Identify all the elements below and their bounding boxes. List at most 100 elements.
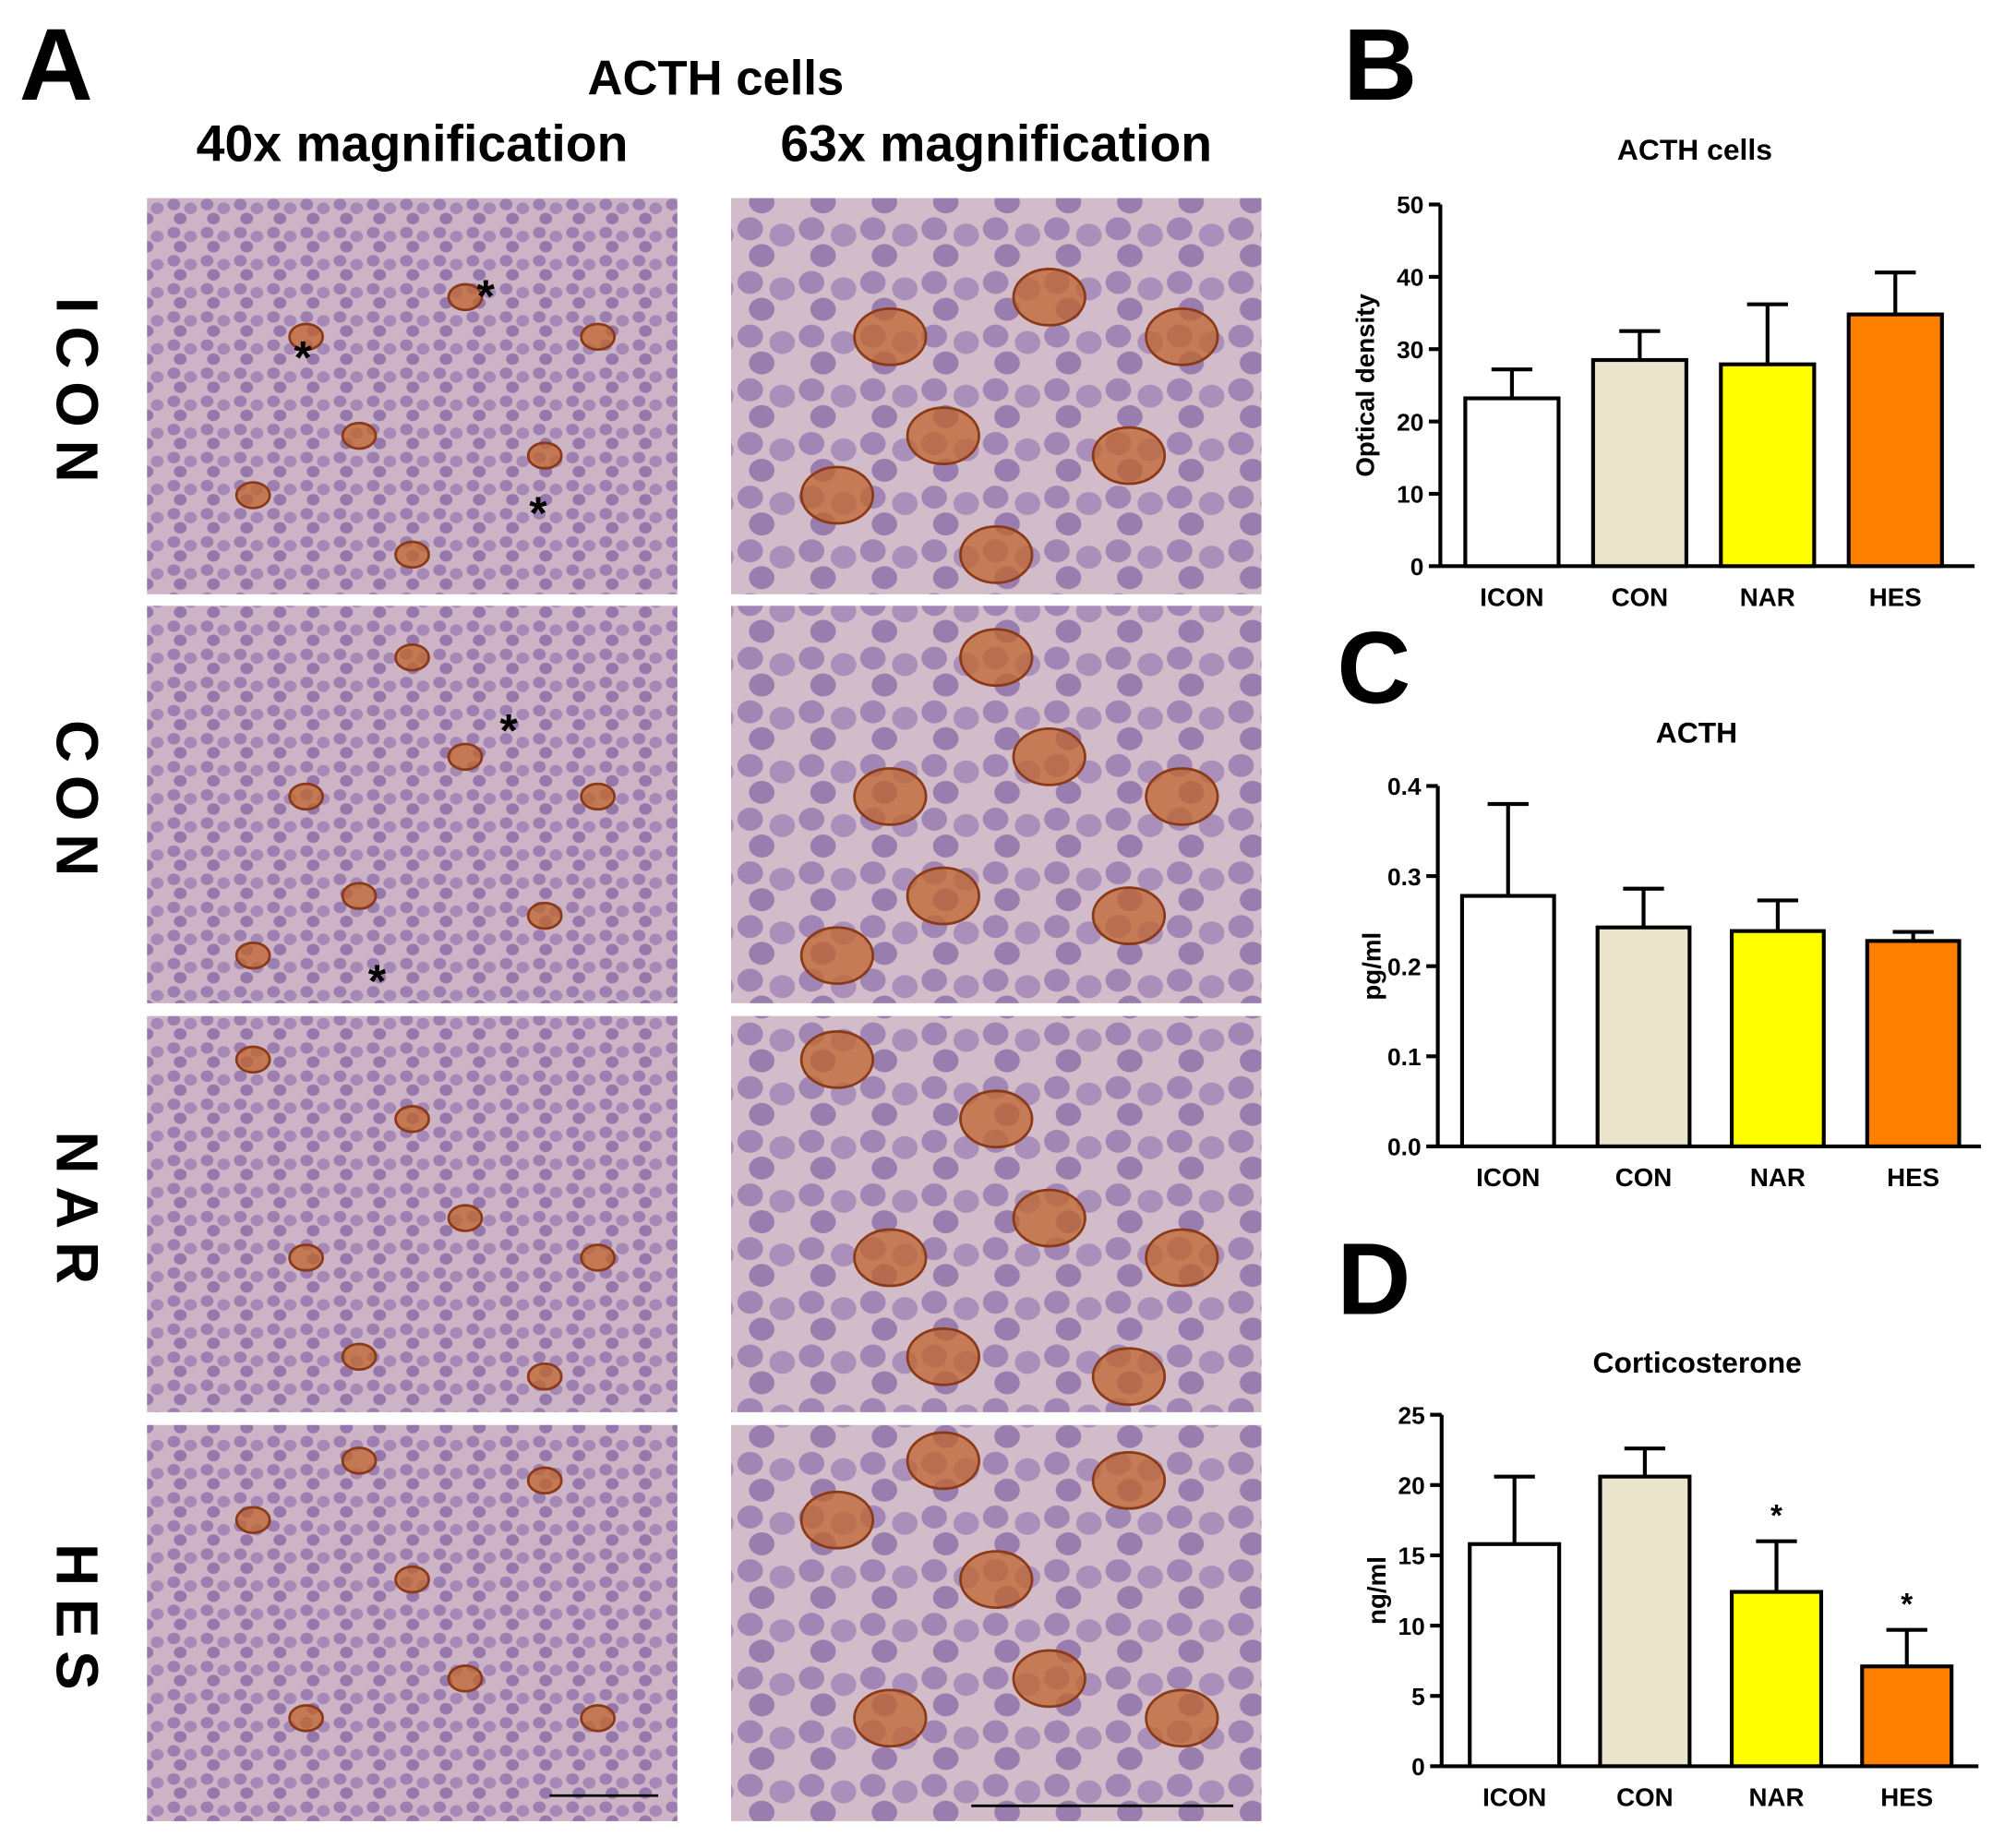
row-label: CON <box>44 720 110 889</box>
bar <box>1865 939 1962 1148</box>
marker: * <box>476 270 495 322</box>
x-tick-label: NAR <box>1750 1163 1806 1192</box>
stained-cell <box>288 322 325 352</box>
stained-cell <box>580 782 617 811</box>
x-tick-label: CON <box>1616 1782 1674 1811</box>
significance-label: * <box>1901 1588 1913 1622</box>
x-tick-label: HES <box>1880 1782 1933 1811</box>
error-bar <box>1892 930 1934 942</box>
stained-cell <box>853 1688 928 1748</box>
row-label: HES <box>44 1543 110 1702</box>
column-title: 40x magnification <box>197 114 629 172</box>
stained-cell <box>1145 306 1219 366</box>
marker: * <box>294 331 312 383</box>
stained-cell <box>1091 1450 1167 1510</box>
stained-cell <box>234 1045 271 1074</box>
stained-cell <box>906 1431 980 1491</box>
bar <box>1719 362 1817 569</box>
error-bar <box>1619 329 1661 361</box>
y-tick-label: 10 <box>1398 1613 1425 1640</box>
panel-title: ACTH cells <box>587 51 844 105</box>
stained-cell <box>799 1030 875 1089</box>
stained-cell <box>799 465 875 525</box>
error-bar <box>1757 898 1799 931</box>
y-axis-label: pg/ml <box>1357 932 1386 1001</box>
micrograph <box>730 1424 1262 1821</box>
stained-cell <box>288 782 325 811</box>
stained-cell <box>341 421 378 450</box>
y-tick-label: 30 <box>1397 336 1423 364</box>
stained-cell <box>526 441 563 470</box>
error-bar <box>1491 367 1533 399</box>
chart-title: Corticosterone <box>1592 1346 1801 1379</box>
stained-cell <box>853 1228 928 1288</box>
error-bar <box>1886 1627 1927 1667</box>
stained-cell <box>1145 1228 1219 1288</box>
micrograph <box>147 198 678 594</box>
y-tick-label: 0.4 <box>1387 773 1422 800</box>
bar <box>1590 357 1688 569</box>
row-label: NAR <box>44 1132 110 1297</box>
bar <box>1729 929 1826 1148</box>
stained-cell <box>234 1506 271 1534</box>
y-axis-label: ng/ml <box>1362 1556 1391 1625</box>
panel-label: B <box>1343 8 1417 122</box>
stained-cell <box>341 1342 378 1372</box>
stained-cell <box>853 767 928 826</box>
stained-cell <box>1145 1688 1219 1748</box>
stained-cell <box>959 628 1034 688</box>
row-label: ICON <box>44 297 110 496</box>
stained-cell <box>1091 426 1167 486</box>
stained-cell <box>906 866 980 926</box>
stained-cell <box>526 1362 563 1391</box>
stained-cell <box>799 926 875 986</box>
stained-cell <box>1012 1649 1086 1709</box>
bar <box>1598 1474 1692 1769</box>
y-tick-label: 10 <box>1397 481 1423 509</box>
y-tick-label: 0 <box>1411 1753 1425 1781</box>
stained-cell <box>394 1105 430 1134</box>
stained-cell <box>447 742 484 772</box>
stained-cell <box>906 406 980 465</box>
x-tick-label: ICON <box>1480 582 1543 611</box>
stained-cell <box>234 941 271 970</box>
y-tick-label: 0.2 <box>1387 953 1422 980</box>
x-tick-label: NAR <box>1749 1782 1805 1811</box>
marker: * <box>529 487 547 539</box>
stained-cell <box>959 1550 1034 1609</box>
column-title: 63x magnification <box>780 114 1212 172</box>
bar <box>1468 1542 1562 1769</box>
bar <box>1860 1664 1954 1769</box>
error-bar <box>1875 270 1916 315</box>
error-bar <box>1624 1446 1666 1477</box>
bar <box>1459 894 1556 1148</box>
stained-cell <box>1012 1188 1086 1248</box>
x-tick-label: CON <box>1615 1163 1673 1192</box>
y-tick-label: 50 <box>1397 191 1423 219</box>
panel-label: A <box>19 8 93 122</box>
panel-label: C <box>1337 611 1410 725</box>
marker: * <box>368 955 387 1007</box>
stained-cell <box>341 1446 378 1475</box>
micrograph <box>147 1015 678 1412</box>
error-bar <box>1756 1539 1797 1592</box>
stained-cell <box>853 306 928 366</box>
y-tick-label: 15 <box>1398 1542 1425 1570</box>
stained-cell <box>580 1704 617 1733</box>
micrograph <box>147 1424 678 1821</box>
stained-cell <box>447 1204 484 1232</box>
error-bar <box>1746 302 1788 365</box>
chart-title: ACTH cells <box>1617 133 1772 166</box>
bar <box>1595 925 1692 1148</box>
stained-cell <box>906 1326 980 1386</box>
y-tick-label: 0.0 <box>1387 1134 1422 1161</box>
error-bar <box>1494 1474 1535 1544</box>
stained-cell <box>1012 268 1086 327</box>
x-tick-label: CON <box>1612 582 1669 611</box>
x-tick-label: HES <box>1887 1163 1939 1192</box>
stained-cell <box>1012 727 1086 786</box>
x-tick-label: HES <box>1869 582 1922 611</box>
error-bar <box>1623 886 1664 928</box>
stained-cell <box>394 643 430 672</box>
